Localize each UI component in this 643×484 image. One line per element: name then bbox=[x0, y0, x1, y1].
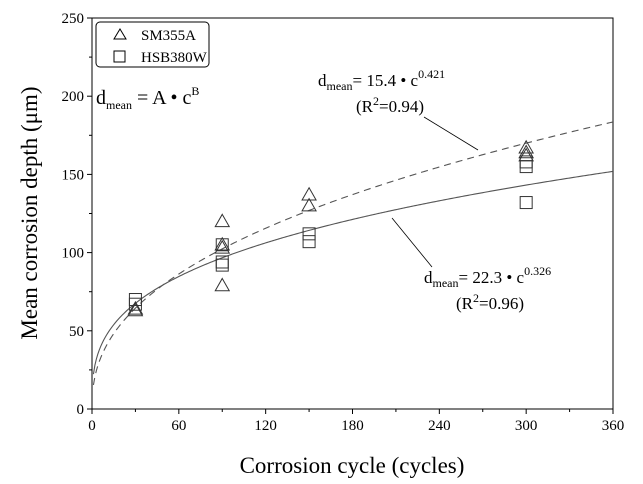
general-eq-rhs: = A • c bbox=[132, 87, 192, 109]
fit-hsb380w-r2-close: =0.96) bbox=[479, 294, 524, 313]
legend-label-hsb380w: HSB380W bbox=[141, 50, 208, 66]
fit-sm355a-r2-open: (R bbox=[356, 97, 374, 116]
fit-label-sm355a: dmean= 15.4 • c0.421 bbox=[318, 67, 445, 93]
x-tick-label: 240 bbox=[428, 418, 451, 434]
y-tick-label: 200 bbox=[62, 89, 85, 105]
fit-sm355a-mid: = 15.4 • c bbox=[353, 71, 419, 90]
legend-box bbox=[95, 21, 210, 68]
data-point-hsb380w bbox=[302, 235, 316, 249]
legend-label-sm355a: SM355A bbox=[141, 28, 196, 44]
data-points bbox=[127, 139, 535, 317]
fit-curve-sm355a bbox=[92, 121, 614, 386]
general-equation: dmean = A • cB bbox=[96, 84, 199, 112]
fit-hsb380w-r2-exp: 2 bbox=[473, 291, 479, 305]
fit-hsb380w-lhs: d bbox=[424, 268, 433, 287]
fit-hsb380w-exp: 0.326 bbox=[524, 264, 551, 278]
fit-r2-hsb380w: (R2=0.96) bbox=[456, 291, 524, 313]
fit-hsb380w-r2-open: (R bbox=[456, 294, 474, 313]
y-tick-label: 0 bbox=[77, 402, 85, 418]
fit-leader-sm355a bbox=[423, 116, 479, 151]
x-tick-label: 360 bbox=[602, 418, 625, 434]
x-tick-label: 60 bbox=[171, 418, 186, 434]
data-point-sm355a bbox=[214, 213, 231, 228]
data-point-sm355a bbox=[518, 144, 535, 159]
data-point-hsb380w bbox=[519, 196, 533, 210]
x-tick-label: 120 bbox=[254, 418, 277, 434]
y-axis-title: Mean corrosion depth (μm) bbox=[17, 86, 42, 339]
x-tick-label: 300 bbox=[515, 418, 538, 434]
fit-sm355a-r2-close: =0.94) bbox=[379, 97, 424, 116]
data-point-sm355a bbox=[127, 300, 144, 315]
y-tick-label: 100 bbox=[62, 246, 85, 262]
general-eq-lhs: d bbox=[96, 87, 106, 109]
data-point-sm355a bbox=[127, 302, 144, 317]
legend-marker-square bbox=[113, 50, 126, 63]
y-tick-label: 250 bbox=[62, 11, 85, 27]
fit-r2-sm355a: (R2=0.94) bbox=[356, 94, 424, 116]
fit-label-hsb380w: dmean= 22.3 • c0.326 bbox=[424, 264, 551, 290]
axis-ticks: 0 60 120 180 240 300 360 0 50 100 150 200 250 bbox=[62, 11, 625, 434]
x-tick-label: 180 bbox=[341, 418, 364, 434]
fit-sm355a-exp: 0.421 bbox=[418, 67, 445, 81]
fit-sm355a-sub: mean bbox=[327, 79, 353, 93]
data-point-sm355a bbox=[214, 277, 231, 292]
fit-hsb380w-sub: mean bbox=[433, 276, 459, 290]
fit-hsb380w-mid: = 22.3 • c bbox=[459, 268, 525, 287]
fit-curves bbox=[92, 121, 614, 386]
fit-curve-hsb380w bbox=[92, 170, 614, 375]
data-point-sm355a bbox=[518, 139, 535, 154]
data-point-hsb380w bbox=[302, 227, 316, 241]
legend-marker-triangle bbox=[113, 28, 127, 40]
x-tick-label: 0 bbox=[88, 418, 96, 434]
fit-sm355a-lhs: d bbox=[318, 71, 327, 90]
x-axis-title: Corrosion cycle (cycles) bbox=[240, 453, 465, 478]
data-point-sm355a bbox=[301, 197, 317, 212]
data-point-hsb380w bbox=[519, 160, 533, 174]
y-tick-label: 50 bbox=[69, 324, 84, 340]
data-point-sm355a bbox=[214, 236, 231, 251]
fit-leader-hsb380w bbox=[391, 217, 433, 268]
y-tick-label: 150 bbox=[62, 167, 85, 183]
data-point-sm355a bbox=[214, 239, 231, 254]
general-eq-sub: mean bbox=[106, 98, 132, 112]
data-point-sm355a bbox=[301, 186, 317, 201]
general-eq-exp: B bbox=[191, 84, 199, 98]
data-point-hsb380w bbox=[215, 238, 229, 252]
data-point-hsb380w bbox=[128, 297, 142, 311]
fit-sm355a-r2-exp: 2 bbox=[373, 94, 379, 108]
legend: SM355A HSB380W bbox=[95, 21, 210, 68]
data-point-hsb380w bbox=[215, 258, 229, 272]
